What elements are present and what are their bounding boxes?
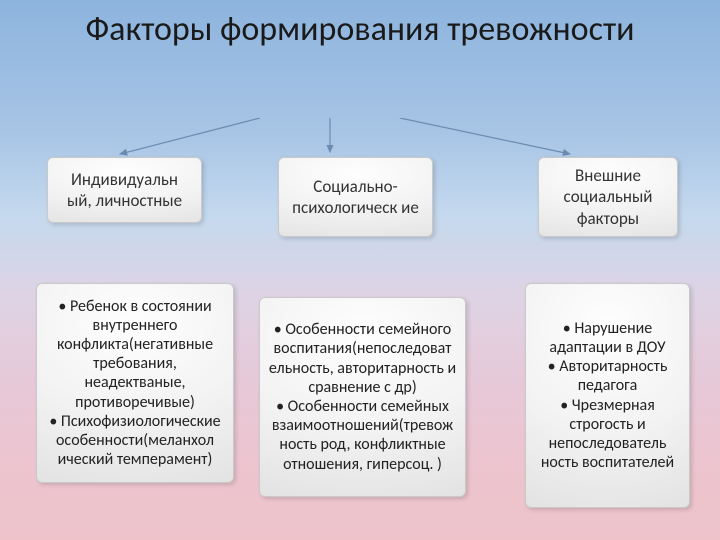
category-individual: Индивидуальн ый, личностные — [47, 157, 202, 223]
category-external: Внешние социальный факторы — [538, 157, 678, 237]
category-label: Внешние социальный факторы — [549, 165, 667, 229]
category-label: Социально-психологическ ие — [289, 176, 422, 219]
detail-individual: • Ребенок в состоянии внутреннего конфли… — [36, 283, 234, 483]
detail-text: • Нарушение адаптации в ДОУ • Авторитарн… — [534, 319, 681, 473]
detail-text: • Особенности семейного воспитания(непос… — [268, 320, 457, 474]
detail-text: • Ребенок в состоянии внутреннего конфли… — [45, 297, 225, 470]
slide-title: Факторы формирования тревожности — [0, 10, 720, 49]
detail-external: • Нарушение адаптации в ДОУ • Авторитарн… — [525, 283, 690, 508]
category-social-psych: Социально-психологическ ие — [278, 157, 433, 237]
category-label: Индивидуальн ый, личностные — [58, 169, 191, 212]
detail-social-psych: • Особенности семейного воспитания(непос… — [259, 297, 466, 497]
